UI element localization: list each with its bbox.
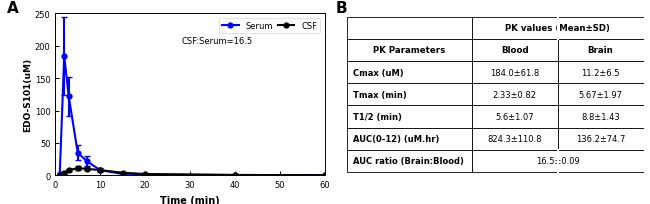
FancyBboxPatch shape (347, 128, 472, 150)
FancyBboxPatch shape (472, 150, 558, 172)
FancyBboxPatch shape (472, 40, 558, 62)
FancyBboxPatch shape (472, 84, 558, 106)
Text: 5.67±1.97: 5.67±1.97 (578, 90, 623, 99)
Text: CSF:Serum=16.5: CSF:Serum=16.5 (181, 36, 252, 45)
FancyBboxPatch shape (558, 150, 644, 172)
Text: Brain: Brain (588, 46, 614, 55)
Text: 184.0±61.8: 184.0±61.8 (490, 68, 540, 77)
Text: Tmax (min): Tmax (min) (353, 90, 407, 99)
Text: T1/2 (min): T1/2 (min) (353, 112, 402, 121)
FancyBboxPatch shape (347, 84, 472, 106)
FancyBboxPatch shape (472, 106, 558, 128)
Text: Cmax (uM): Cmax (uM) (353, 68, 404, 77)
Text: 11.2±6.5: 11.2±6.5 (581, 68, 620, 77)
Text: 16.5±0.09: 16.5±0.09 (536, 157, 579, 166)
FancyBboxPatch shape (347, 150, 472, 172)
FancyBboxPatch shape (347, 18, 472, 40)
Y-axis label: EDO-S101(uM): EDO-S101(uM) (23, 58, 32, 132)
Text: A: A (6, 1, 18, 16)
FancyBboxPatch shape (558, 40, 644, 62)
Text: 824.3±110.8: 824.3±110.8 (488, 135, 542, 144)
Text: PK values (Mean±SD): PK values (Mean±SD) (505, 24, 610, 33)
FancyBboxPatch shape (558, 128, 644, 150)
Text: 5.6±1.07: 5.6±1.07 (495, 112, 534, 121)
FancyBboxPatch shape (347, 106, 472, 128)
X-axis label: Time (min): Time (min) (160, 195, 220, 204)
Text: AUC(0-12) (uM.hr): AUC(0-12) (uM.hr) (353, 135, 439, 144)
FancyBboxPatch shape (558, 84, 644, 106)
FancyBboxPatch shape (347, 62, 472, 84)
Text: 8.8±1.43: 8.8±1.43 (581, 112, 620, 121)
Text: AUC ratio (Brain:Blood): AUC ratio (Brain:Blood) (353, 157, 464, 166)
Legend: Serum, CSF: Serum, CSF (218, 18, 320, 34)
FancyBboxPatch shape (558, 62, 644, 84)
Text: Blood: Blood (500, 46, 528, 55)
Text: 2.33±0.82: 2.33±0.82 (493, 90, 537, 99)
FancyBboxPatch shape (347, 40, 472, 62)
Text: PK Parameters: PK Parameters (373, 46, 445, 55)
Text: B: B (335, 1, 347, 16)
FancyBboxPatch shape (472, 128, 558, 150)
FancyBboxPatch shape (472, 62, 558, 84)
FancyBboxPatch shape (558, 18, 644, 40)
Text: 136.2±74.7: 136.2±74.7 (576, 135, 625, 144)
FancyBboxPatch shape (472, 18, 558, 40)
FancyBboxPatch shape (558, 106, 644, 128)
